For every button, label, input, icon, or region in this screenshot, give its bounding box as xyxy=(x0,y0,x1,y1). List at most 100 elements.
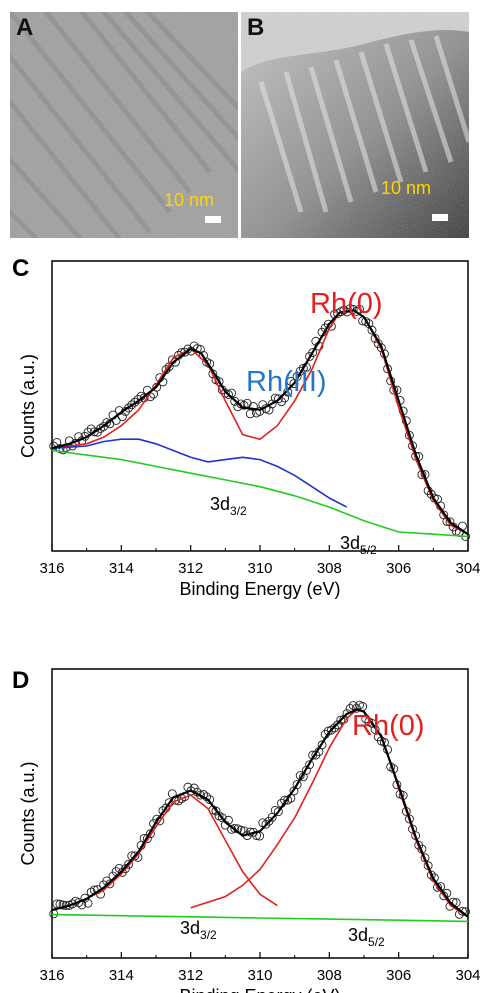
data-point xyxy=(252,831,261,840)
data-point xyxy=(314,341,324,351)
data-point xyxy=(52,899,62,909)
data-point xyxy=(411,831,421,841)
data-point xyxy=(308,750,318,760)
data-point xyxy=(398,406,408,416)
data-point xyxy=(68,899,77,909)
data-point xyxy=(401,807,411,816)
data-point xyxy=(289,379,299,389)
data-point xyxy=(298,363,308,373)
data-point xyxy=(404,814,414,824)
data-point xyxy=(146,392,155,402)
data-point xyxy=(80,431,90,441)
data-point xyxy=(258,818,268,828)
data-point xyxy=(267,399,277,409)
data-point xyxy=(248,402,258,411)
data-point xyxy=(311,336,321,346)
data-point xyxy=(236,825,246,835)
data-point xyxy=(264,405,274,415)
data-point xyxy=(74,898,84,908)
data-point xyxy=(174,796,183,806)
data-point xyxy=(195,790,205,800)
data-point xyxy=(358,702,368,711)
data-point xyxy=(49,909,59,919)
data-point xyxy=(436,882,446,892)
peak-label: 3d3/2 xyxy=(210,494,247,518)
peak-label-subscript: 3/2 xyxy=(230,504,247,518)
data-point xyxy=(161,803,171,813)
data-point xyxy=(208,369,218,379)
data-point xyxy=(49,441,59,451)
data-point xyxy=(305,760,315,770)
species-label: Rh(0) xyxy=(352,710,425,742)
data-point xyxy=(445,517,455,527)
data-point xyxy=(386,376,396,386)
data-point xyxy=(392,385,402,395)
data-point xyxy=(392,780,402,790)
data-point xyxy=(142,834,152,844)
data-point xyxy=(280,795,290,805)
data-point xyxy=(380,738,389,747)
data-point xyxy=(261,819,271,829)
data-point xyxy=(308,348,318,358)
data-point xyxy=(373,732,383,742)
panel-label-d: D xyxy=(12,667,29,694)
series-line-baseline xyxy=(51,913,469,923)
data-point xyxy=(152,382,162,392)
data-point xyxy=(345,704,355,713)
data-point xyxy=(361,714,371,724)
data-point xyxy=(83,427,93,437)
data-point xyxy=(408,824,417,834)
data-point xyxy=(214,811,224,821)
data-point xyxy=(320,323,330,333)
data-point xyxy=(323,726,333,736)
x-tick-label: 308 xyxy=(317,560,342,577)
series-line-envelope xyxy=(51,309,469,536)
species-label: Rh(0) xyxy=(310,288,383,320)
scale-bar-label-b: 10 nm xyxy=(381,178,432,198)
data-point xyxy=(220,388,230,398)
data-point xyxy=(52,437,62,447)
data-point xyxy=(370,725,380,734)
data-point xyxy=(436,501,446,511)
data-point xyxy=(458,521,467,531)
data-point xyxy=(292,780,302,790)
tem-image-b: B 10 nm xyxy=(241,12,469,238)
tem-micrograph-a xyxy=(10,12,238,238)
data-point xyxy=(336,307,346,317)
data-point xyxy=(77,436,87,446)
data-point xyxy=(339,714,349,724)
data-point xyxy=(326,725,336,735)
data-point xyxy=(451,898,461,908)
data-point xyxy=(345,304,355,313)
data-point xyxy=(255,406,265,416)
data-point xyxy=(242,398,252,408)
panel-label-c: C xyxy=(12,255,29,282)
data-point xyxy=(420,469,430,479)
data-point xyxy=(326,321,336,331)
data-point xyxy=(86,887,96,897)
data-point xyxy=(92,427,102,437)
data-point xyxy=(64,900,74,910)
data-point xyxy=(192,344,202,354)
data-point xyxy=(158,377,168,387)
data-point xyxy=(83,898,93,908)
data-point xyxy=(286,793,296,803)
data-point xyxy=(380,349,389,359)
data-point xyxy=(458,906,467,916)
x-tick-label: 316 xyxy=(39,560,64,577)
data-point xyxy=(320,729,330,739)
data-point xyxy=(55,444,65,453)
scale-bar-label-a: 10 nm xyxy=(164,190,215,210)
data-point xyxy=(442,888,452,898)
peak-label-subscript: 5/2 xyxy=(368,935,385,949)
data-point xyxy=(111,416,121,425)
data-point xyxy=(367,718,377,728)
data-point xyxy=(227,388,237,398)
data-point xyxy=(245,409,255,419)
data-point xyxy=(280,393,290,403)
data-point xyxy=(277,798,286,808)
data-point xyxy=(74,432,84,442)
panel-label-b: B xyxy=(247,14,265,41)
data-point xyxy=(264,816,274,826)
data-point xyxy=(261,404,271,413)
